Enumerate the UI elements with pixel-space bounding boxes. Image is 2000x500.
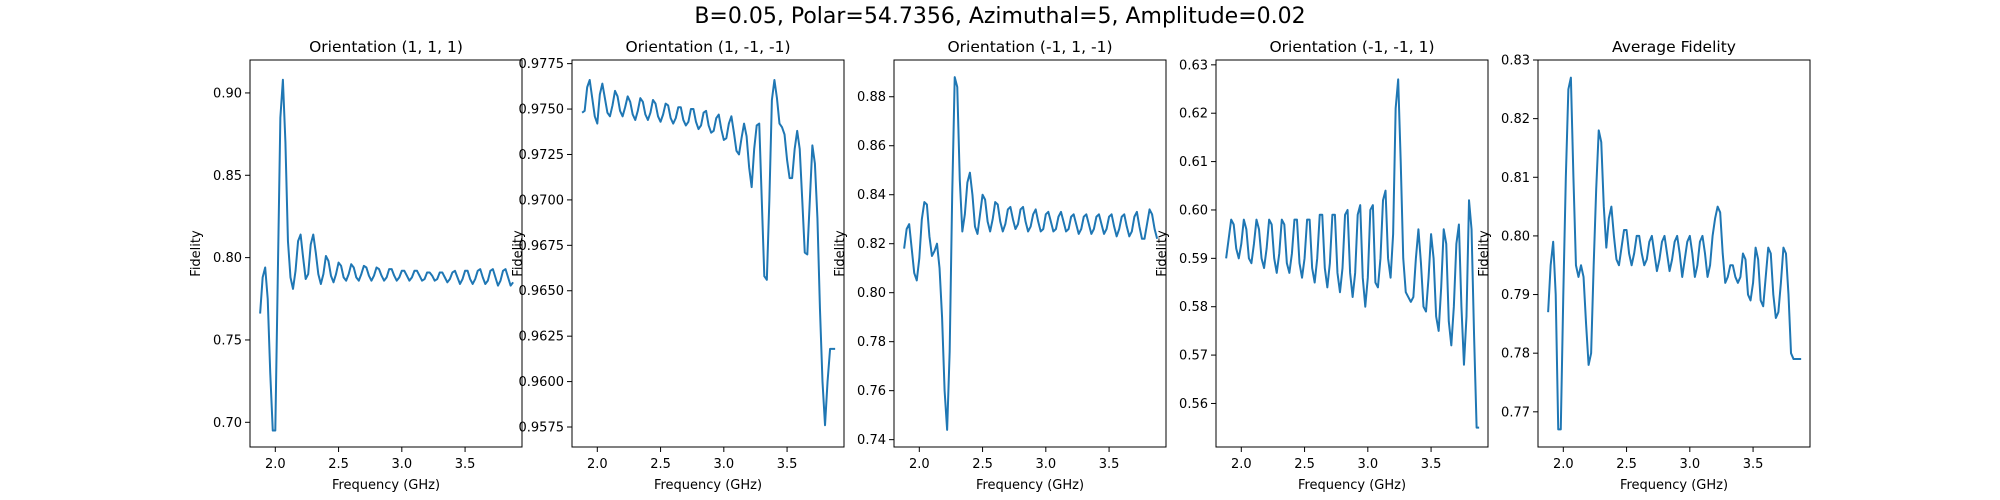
y-tick-label: 0.60 <box>1179 203 1208 218</box>
x-tick-label: 2.0 <box>1553 457 1574 472</box>
y-tick-label: 0.76 <box>857 384 886 399</box>
y-tick-label: 0.75 <box>213 333 242 348</box>
y-tick-label: 0.57 <box>1179 349 1208 364</box>
plot-frame <box>1537 59 1811 448</box>
x-tick-label: 2.5 <box>650 457 671 472</box>
y-tick-label: 0.88 <box>857 90 886 105</box>
x-axis-label: Frequency (GHz) <box>1620 478 1728 493</box>
y-tick-label: 0.83 <box>1501 54 1530 69</box>
y-tick-label: 0.84 <box>857 188 886 203</box>
figure-title: B=0.05, Polar=54.7356, Azimuthal=5, Ampl… <box>694 4 1306 29</box>
plot-frame <box>249 59 523 448</box>
chart-title: Orientation (1, -1, -1) <box>625 38 790 56</box>
x-tick-label: 2.5 <box>1616 457 1637 472</box>
x-axis-label: Frequency (GHz) <box>1298 478 1406 493</box>
chart-title: Orientation (-1, 1, -1) <box>947 38 1112 56</box>
x-tick-label: 3.5 <box>777 457 798 472</box>
y-tick-label: 0.80 <box>1501 229 1530 244</box>
series-line <box>581 78 836 427</box>
x-tick-label: 2.0 <box>909 457 930 472</box>
x-tick-label: 2.0 <box>1231 457 1252 472</box>
series-line <box>259 78 514 432</box>
x-tick-label: 3.5 <box>1743 457 1764 472</box>
y-tick-label: 0.9675 <box>519 239 565 254</box>
y-tick-label: 0.9575 <box>519 421 565 436</box>
chart-panel-1: 2.0 2.5 3.0 3.5 0.70 0.75 0.80 0.85 0.90 Orientat… <box>189 38 523 493</box>
x-axis-label: Frequency (GHz) <box>332 478 440 493</box>
x-tick-label: 2.0 <box>587 457 608 472</box>
y-tick-label: 0.70 <box>213 416 242 431</box>
y-axis-label: Fidelity <box>1477 230 1492 277</box>
chart-title: Orientation (-1, -1, 1) <box>1269 38 1434 56</box>
y-tick-label: 0.90 <box>213 86 242 101</box>
plot-frame <box>1215 59 1489 448</box>
y-tick-label: 0.9775 <box>519 57 565 72</box>
x-tick-label: 3.5 <box>455 457 476 472</box>
x-tick-label: 3.0 <box>1357 457 1378 472</box>
chart-panel-4: 2.0 2.5 3.0 3.5 0.56 0.57 0.58 0.59 0.60 0.61 0.62… <box>1155 38 1489 493</box>
plot-frame <box>893 59 1167 448</box>
x-tick-label: 3.5 <box>1421 457 1442 472</box>
y-tick-label: 0.74 <box>857 433 886 448</box>
y-tick-label: 0.81 <box>1501 171 1530 186</box>
y-tick-label: 0.9700 <box>519 193 565 208</box>
y-tick-label: 0.61 <box>1179 155 1208 170</box>
chart-title: Orientation (1, 1, 1) <box>309 38 463 56</box>
x-tick-label: 3.5 <box>1099 457 1120 472</box>
chart-panel-5: 2.0 2.5 3.0 3.5 0.77 0.78 0.79 0.80 0.81 0.82 0.83… <box>1477 38 1811 493</box>
y-tick-label: 0.85 <box>213 169 242 184</box>
y-tick-label: 0.56 <box>1179 397 1208 412</box>
y-tick-label: 0.80 <box>213 251 242 266</box>
y-tick-label: 0.80 <box>857 286 886 301</box>
y-tick-label: 0.9650 <box>519 284 565 299</box>
chart-panel-2: 2.0 2.5 3.0 3.5 0.9575 0.9600 0.9625 0.9650 0.96… <box>511 38 845 493</box>
y-tick-label: 0.63 <box>1179 58 1208 73</box>
y-tick-label: 0.9725 <box>519 148 565 163</box>
y-tick-label: 0.58 <box>1179 300 1208 315</box>
x-tick-label: 2.5 <box>972 457 993 472</box>
y-tick-label: 0.82 <box>857 237 886 252</box>
y-tick-label: 0.77 <box>1501 405 1530 420</box>
x-tick-label: 2.5 <box>1294 457 1315 472</box>
y-axis-label: Fidelity <box>833 230 848 277</box>
chart-panel-3: 2.0 2.5 3.0 3.5 0.74 0.76 0.78 0.80 0.82 0.84 0.86… <box>833 38 1167 493</box>
x-axis-label: Frequency (GHz) <box>976 478 1084 493</box>
y-tick-label: 0.59 <box>1179 252 1208 267</box>
y-tick-label: 0.82 <box>1501 112 1530 127</box>
y-tick-label: 0.9750 <box>519 103 565 118</box>
x-tick-label: 2.5 <box>328 457 349 472</box>
y-tick-label: 0.62 <box>1179 107 1208 122</box>
series-line <box>1547 76 1802 431</box>
chart-title: Average Fidelity <box>1612 38 1736 56</box>
series-line <box>903 76 1159 431</box>
y-tick-label: 0.86 <box>857 139 886 154</box>
y-tick-label: 0.78 <box>857 335 886 350</box>
y-tick-label: 0.9600 <box>519 375 565 390</box>
y-tick-label: 0.9625 <box>519 330 565 345</box>
series-line <box>1225 78 1480 429</box>
x-tick-label: 3.0 <box>1679 457 1700 472</box>
y-tick-label: 0.78 <box>1501 347 1530 362</box>
y-tick-label: 0.79 <box>1501 288 1530 303</box>
x-axis-label: Frequency (GHz) <box>654 478 762 493</box>
x-tick-label: 3.0 <box>1035 457 1056 472</box>
y-axis-label: Fidelity <box>189 230 204 277</box>
x-tick-label: 2.0 <box>265 457 286 472</box>
x-tick-label: 3.0 <box>713 457 734 472</box>
plot-frame <box>571 59 845 448</box>
y-axis-label: Fidelity <box>1155 230 1170 277</box>
x-tick-label: 3.0 <box>391 457 412 472</box>
y-axis-label: Fidelity <box>511 230 526 277</box>
